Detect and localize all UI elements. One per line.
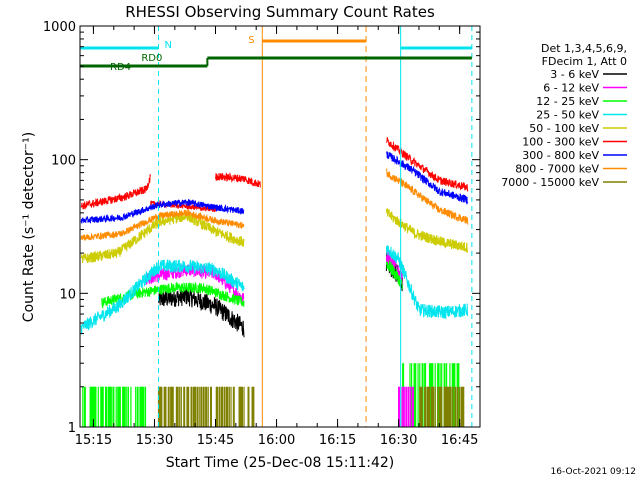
chart-title: RHESSI Observing Summary Count Rates	[125, 3, 435, 21]
legend-entry-label: 100 - 300 keV	[522, 136, 599, 149]
plot-frame	[79, 25, 481, 428]
series-800-7000-kev	[80, 167, 469, 241]
y-tick-label: 100	[51, 154, 76, 169]
series-line	[386, 137, 469, 192]
x-tick-label: 15:30	[136, 433, 173, 448]
series-line	[385, 151, 469, 205]
x-tick-label: 16:00	[258, 433, 295, 448]
series-line	[158, 287, 245, 338]
y-tick-label: 1	[68, 421, 76, 436]
x-tick-label: 16:15	[319, 433, 356, 448]
series-line	[215, 172, 261, 188]
legend-entry-label: 25 - 50 keV	[536, 109, 599, 122]
saa-label: S	[248, 35, 254, 46]
legend-entry-label: 3 - 6 keV	[550, 68, 599, 81]
series-line	[80, 259, 245, 335]
night-label: N	[165, 40, 172, 51]
rd0-label: RD0	[141, 53, 162, 64]
legend-entry-label: 12 - 25 keV	[536, 95, 599, 108]
series-100-300-kev	[80, 137, 469, 213]
series-50-100-kev	[80, 208, 469, 264]
series-line	[385, 260, 404, 290]
series-line	[80, 174, 151, 210]
plot-data-layer	[80, 137, 469, 427]
x-tick-label: 15:45	[197, 433, 234, 448]
axes: 1 10 100 1000 15:15 15:30 15:45 16:00 16:15 16:30…	[43, 20, 481, 448]
legend-entry-label: 50 - 100 keV	[529, 122, 599, 135]
low-count-noise	[82, 363, 465, 427]
series-25-50-kev	[80, 245, 469, 335]
series-line	[80, 211, 245, 264]
legend-entry-label: 7000 - 15000 keV	[501, 176, 599, 189]
series-line	[80, 209, 245, 241]
x-tick-label: 15:15	[75, 433, 112, 448]
x-axis-label: Start Time (25-Dec-08 15:11:42)	[166, 455, 394, 471]
series-line	[145, 263, 245, 303]
y-tick-label: 10	[59, 287, 76, 302]
y-axis-label: Count Rate (s⁻¹ detector⁻¹)	[21, 132, 37, 322]
series-line	[385, 245, 469, 319]
series-line	[80, 199, 245, 224]
series-line	[385, 167, 469, 225]
legend-header-line: FDecim 1, Att 0	[542, 55, 627, 68]
x-tick-label: 16:45	[441, 433, 478, 448]
rd4-label: RD4	[110, 62, 131, 73]
timestamp-label: 16-Oct-2021 09:12	[551, 467, 636, 477]
series-line	[385, 208, 469, 253]
legend-entry-label: 800 - 7000 keV	[515, 163, 599, 176]
y-tick-label: 1000	[43, 20, 76, 35]
x-tick-label: 16:30	[380, 433, 417, 448]
legend: Det 1,3,4,5,6,9,FDecim 1, Att 03 - 6 keV…	[501, 42, 627, 189]
series-300-800-kev	[80, 151, 469, 224]
series-6-12-kev	[145, 249, 404, 303]
legend-entry-label: 300 - 800 keV	[522, 149, 599, 162]
legend-entry-label: 6 - 12 keV	[543, 82, 599, 95]
annotation-layer: N S RD0 RD4	[80, 26, 473, 427]
legend-header-line: Det 1,3,4,5,6,9,	[541, 42, 627, 55]
series-line	[385, 249, 404, 286]
